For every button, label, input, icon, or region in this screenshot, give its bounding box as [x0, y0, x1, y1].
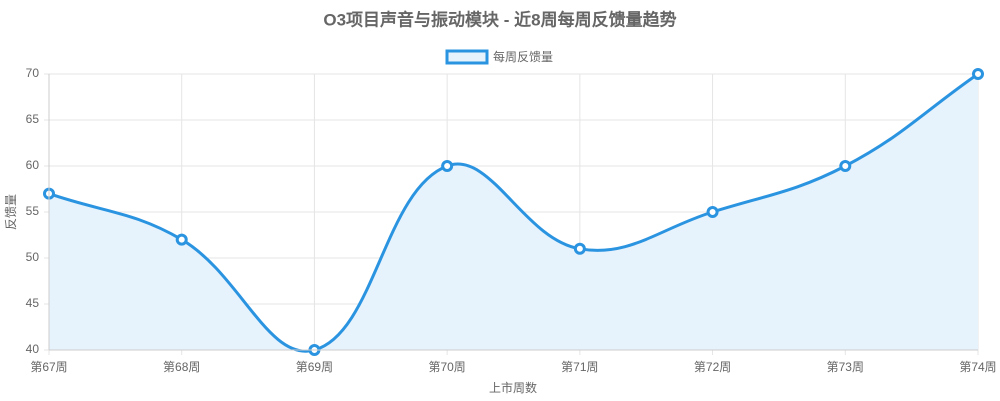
- y-tick-label: 50: [26, 250, 40, 264]
- x-tick-label: 第70周: [428, 360, 465, 374]
- point: [972, 68, 984, 80]
- y-tick-label: 45: [26, 296, 40, 310]
- x-tick-label: 第68周: [163, 360, 200, 374]
- legend-label: 每周反馈量: [493, 49, 553, 64]
- line: [48, 72, 979, 353]
- point: [573, 242, 586, 255]
- y-tick-label: 40: [26, 342, 40, 356]
- chart-title: O3项目声音与振动模块 - 近8周每周反馈量趋势: [323, 9, 676, 29]
- x-tick-label: 第74周: [959, 360, 996, 374]
- point: [175, 233, 188, 246]
- y-tick-label: 70: [26, 66, 40, 80]
- x-tick-label: 第72周: [694, 360, 731, 374]
- y-axis-title: 反馈量: [4, 194, 18, 230]
- x-tick-label: 第67周: [30, 360, 67, 374]
- y-tick-label: 65: [26, 112, 40, 126]
- y-tick-label: 55: [26, 204, 40, 218]
- area: [49, 74, 978, 352]
- legend-swatch: [445, 49, 489, 65]
- y-tick-label: 60: [26, 158, 40, 172]
- point: [839, 160, 852, 172]
- x-tick-label: 第69周: [296, 360, 333, 374]
- x-tick-label: 第73周: [827, 360, 864, 374]
- point: [706, 206, 719, 218]
- x-axis-title: 上市周数: [489, 380, 537, 395]
- point: [441, 160, 454, 172]
- x-tick-label: 第71周: [561, 360, 598, 374]
